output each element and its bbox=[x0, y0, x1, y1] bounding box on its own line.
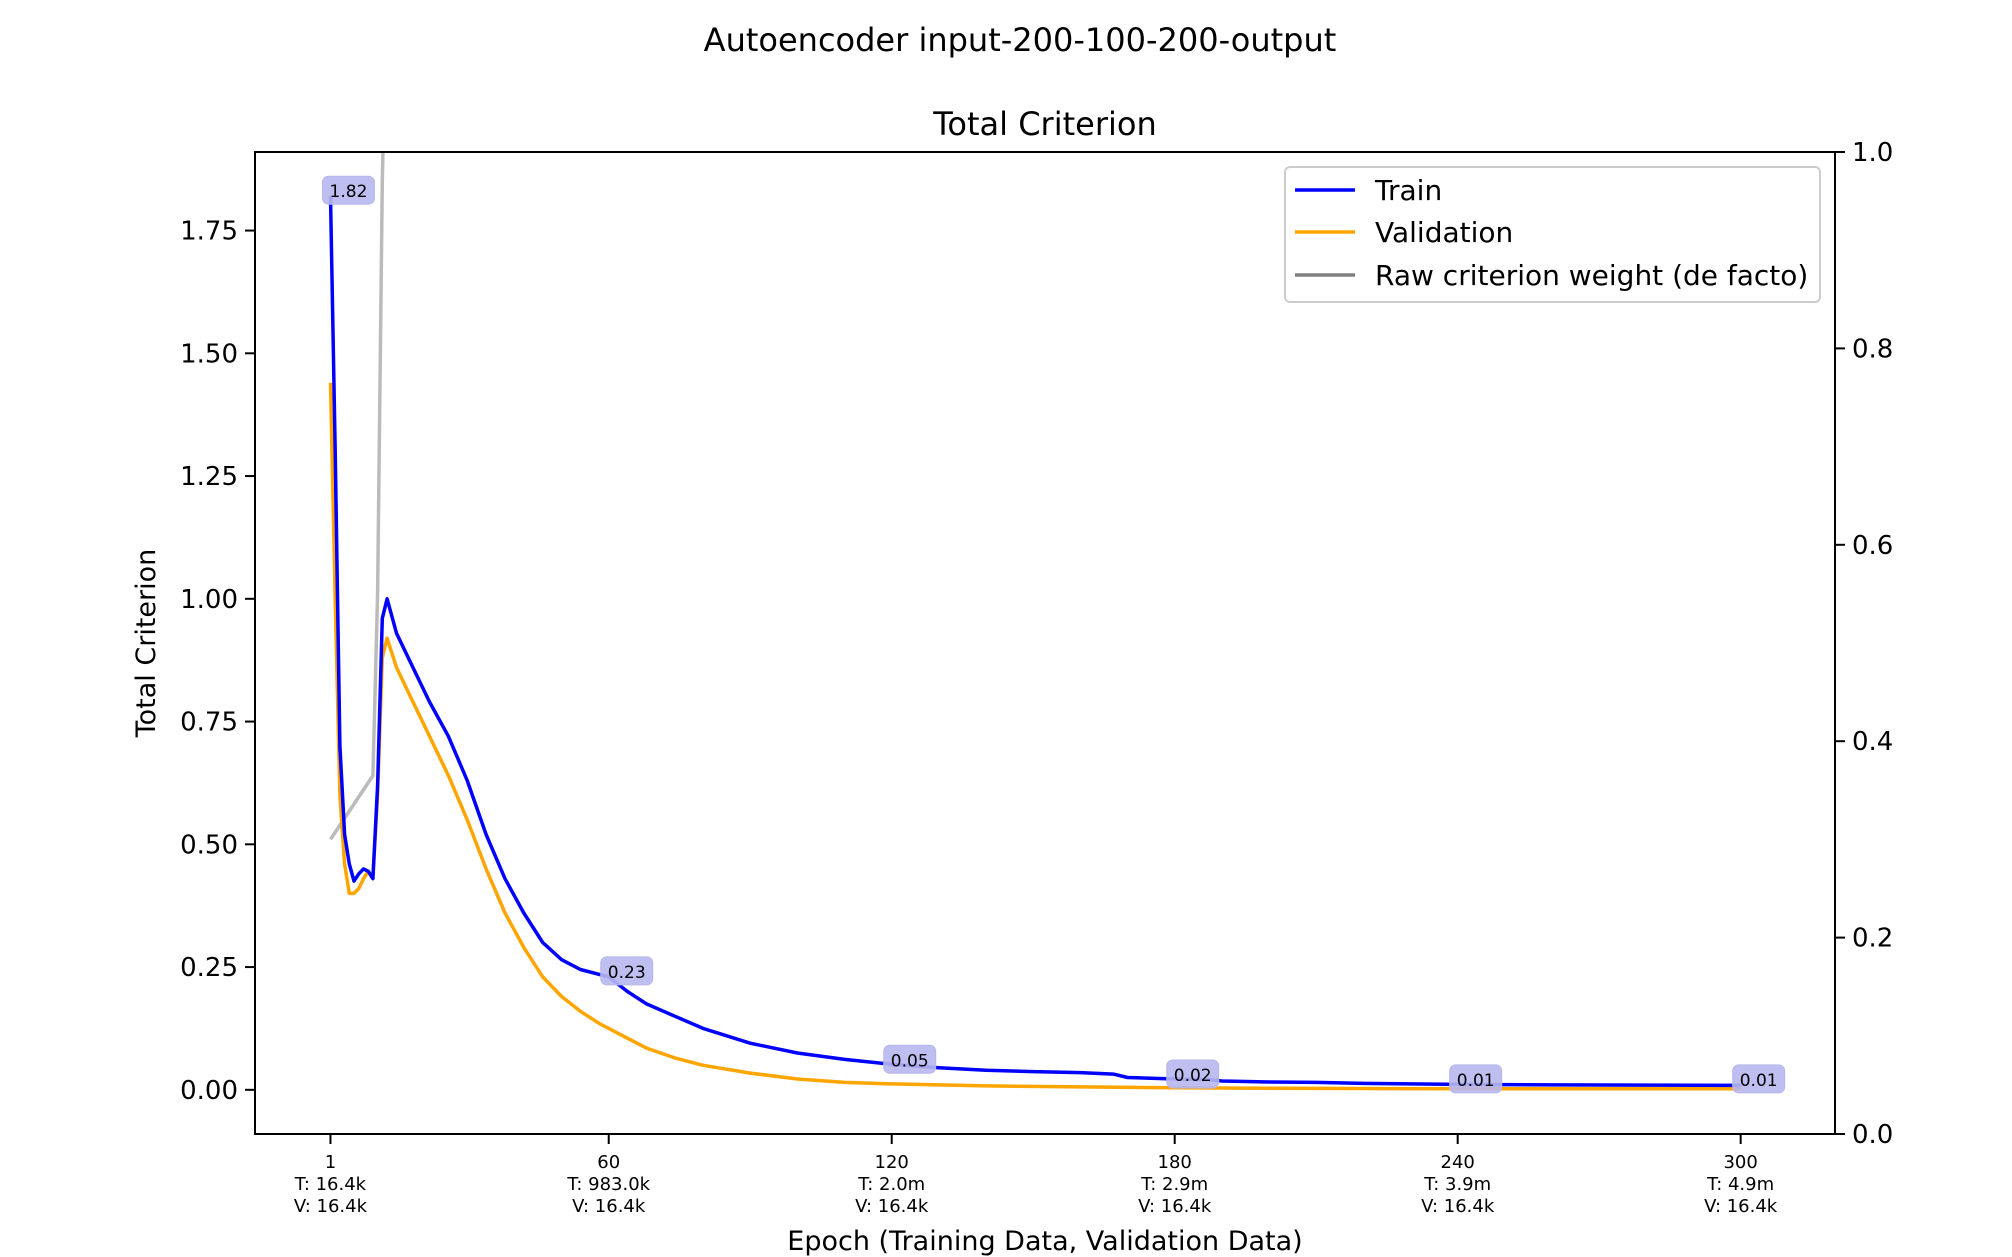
weight-line bbox=[329, 152, 385, 841]
x-tick-label: T: 2.9m bbox=[1140, 1174, 1208, 1195]
y2-tick-label: 0.8 bbox=[1852, 334, 1893, 364]
chart-title: Total Criterion bbox=[932, 105, 1156, 143]
data-label: 0.05 bbox=[891, 1051, 929, 1071]
x-tick-label: T: 3.9m bbox=[1423, 1174, 1491, 1195]
legend-label-validation: Validation bbox=[1375, 216, 1513, 249]
x-axis-label: Epoch (Training Data, Validation Data) bbox=[787, 1226, 1302, 1257]
data-label: 0.02 bbox=[1174, 1066, 1212, 1086]
train-line bbox=[328, 196, 1741, 1088]
data-label-box bbox=[321, 175, 375, 205]
x-tick-label: V: 16.4k bbox=[294, 1196, 368, 1217]
y-tick-label: 0.00 bbox=[180, 1076, 238, 1106]
data-label: 0.23 bbox=[608, 963, 646, 983]
data-label-box bbox=[600, 956, 654, 986]
plot-frame bbox=[254, 151, 1836, 1135]
x-tick-label: V: 16.4k bbox=[855, 1196, 929, 1217]
data-label: 1.82 bbox=[330, 182, 368, 202]
y-tick-label: 0.25 bbox=[180, 953, 238, 983]
y2-tick-label: 1.0 bbox=[1852, 138, 1893, 168]
y2-tick-label: 0.4 bbox=[1852, 727, 1893, 757]
y-tick-label: 1.75 bbox=[180, 217, 238, 247]
data-label: 0.01 bbox=[1457, 1071, 1495, 1091]
x-tick-label: V: 16.4k bbox=[1138, 1196, 1212, 1217]
x-tick-label: T: 16.4k bbox=[294, 1174, 367, 1195]
x-tick-label: T: 4.9m bbox=[1706, 1174, 1774, 1195]
data-label-box bbox=[883, 1044, 937, 1074]
y-tick-label: 0.75 bbox=[180, 708, 238, 738]
x-tick-label: V: 16.4k bbox=[1704, 1196, 1778, 1217]
x-tick-label: 120 bbox=[875, 1152, 909, 1173]
ticks: 0.00 0.25 0.50 0.75 1.00 1.25 1.50 1.75 0.0 0.2 0.… bbox=[180, 138, 1893, 1217]
y2-tick-label: 0.2 bbox=[1852, 924, 1893, 954]
legend-box bbox=[1284, 166, 1821, 303]
y-tick-label: 0.50 bbox=[180, 830, 238, 860]
data-labels: 1.82 0.23 0.05 0.02 0.01 0.01 bbox=[321, 175, 1786, 1094]
y-tick-label: 1.50 bbox=[180, 339, 238, 369]
data-label-box bbox=[1449, 1064, 1503, 1094]
validation-line bbox=[328, 382, 1741, 1091]
x-tick-label: 240 bbox=[1441, 1152, 1475, 1173]
x-tick-label: T: 983.0k bbox=[566, 1174, 650, 1195]
x-tick-label: 300 bbox=[1723, 1152, 1757, 1173]
x-tick-label: T: 2.0m bbox=[857, 1174, 925, 1195]
series-lines bbox=[328, 152, 1741, 1091]
legend-label-weight: Raw criterion weight (de facto) bbox=[1375, 259, 1808, 292]
x-tick-label: V: 16.4k bbox=[1421, 1196, 1495, 1217]
legend-label-train: Train bbox=[1374, 174, 1442, 207]
data-label-box bbox=[1166, 1059, 1220, 1089]
y-tick-label: 1.25 bbox=[180, 462, 238, 492]
y-tick-label: 1.00 bbox=[180, 585, 238, 615]
y2-tick-label: 0.6 bbox=[1852, 531, 1893, 561]
x-tick-label: 1 bbox=[325, 1152, 336, 1173]
y2-tick-label: 0.0 bbox=[1852, 1120, 1893, 1150]
y-axis-label: Total Criterion bbox=[131, 549, 162, 739]
legend: Train Validation Raw criterion weight (d… bbox=[1284, 166, 1821, 303]
data-label: 0.01 bbox=[1740, 1071, 1778, 1091]
chart-suptitle: Autoencoder input-200-100-200-output bbox=[704, 21, 1337, 59]
x-tick-label: V: 16.4k bbox=[572, 1196, 646, 1217]
data-label-box bbox=[1732, 1064, 1786, 1094]
x-tick-label: 180 bbox=[1158, 1152, 1192, 1173]
x-tick-label: 60 bbox=[597, 1152, 620, 1173]
